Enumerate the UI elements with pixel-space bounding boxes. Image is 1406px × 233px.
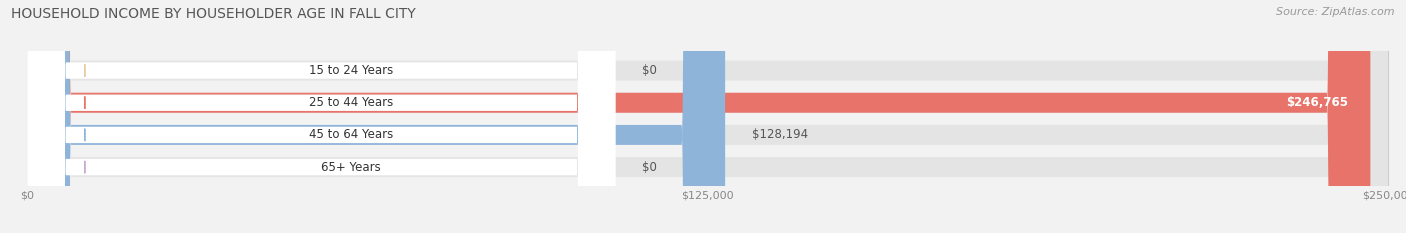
Text: 25 to 44 Years: 25 to 44 Years: [309, 96, 392, 109]
Text: $246,765: $246,765: [1286, 96, 1348, 109]
Text: HOUSEHOLD INCOME BY HOUSEHOLDER AGE IN FALL CITY: HOUSEHOLD INCOME BY HOUSEHOLDER AGE IN F…: [11, 7, 416, 21]
FancyBboxPatch shape: [28, 0, 616, 233]
Text: 65+ Years: 65+ Years: [321, 161, 381, 174]
Text: $0: $0: [643, 161, 658, 174]
FancyBboxPatch shape: [28, 0, 725, 233]
Text: $0: $0: [643, 64, 658, 77]
Text: Source: ZipAtlas.com: Source: ZipAtlas.com: [1277, 7, 1395, 17]
FancyBboxPatch shape: [28, 0, 616, 233]
FancyBboxPatch shape: [28, 0, 616, 233]
Text: 15 to 24 Years: 15 to 24 Years: [309, 64, 392, 77]
FancyBboxPatch shape: [28, 0, 616, 233]
Text: 45 to 64 Years: 45 to 64 Years: [309, 128, 392, 141]
FancyBboxPatch shape: [28, 0, 1388, 233]
FancyBboxPatch shape: [28, 0, 1388, 233]
FancyBboxPatch shape: [28, 0, 1388, 233]
Text: $128,194: $128,194: [752, 128, 808, 141]
FancyBboxPatch shape: [28, 0, 1371, 233]
FancyBboxPatch shape: [28, 0, 1388, 233]
